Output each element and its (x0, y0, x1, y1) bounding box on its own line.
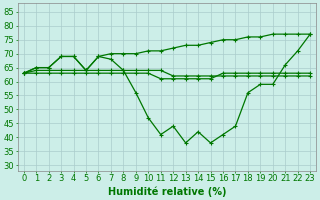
X-axis label: Humidité relative (%): Humidité relative (%) (108, 186, 226, 197)
